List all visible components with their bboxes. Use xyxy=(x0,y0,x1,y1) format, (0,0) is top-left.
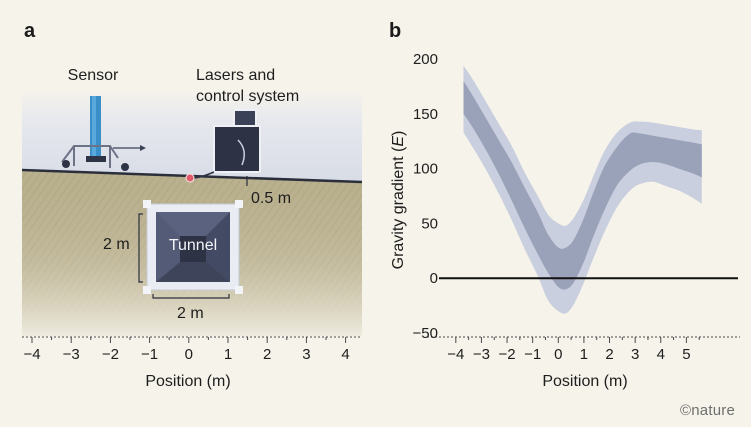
panel-b-y-tick-label: 200 xyxy=(413,51,438,68)
panel-a-tick-marks xyxy=(31,337,347,343)
panel-b-x-tick-label: −2 xyxy=(498,346,515,363)
panel-b-y-tick-label: −50 xyxy=(413,325,438,342)
tunnel-label: Tunnel xyxy=(169,237,217,254)
reference-point-marker xyxy=(185,173,195,183)
panel-a-tick-label: −2 xyxy=(102,346,119,363)
panel-a-tick-label: −1 xyxy=(141,346,158,363)
y-label-end: ) xyxy=(390,131,407,136)
panel-b-x-tick-label: 3 xyxy=(631,346,639,363)
y-label-unit: E xyxy=(390,136,407,147)
panel-b-chart: −4 −3 −2 −1 0 1 2 3 4 5 −50 0 50 100 150 200 Position (… xyxy=(390,51,740,390)
tunnel-corner-bl xyxy=(143,286,151,294)
panel-b-x-tick-label: −1 xyxy=(524,346,541,363)
sensor-label: Sensor xyxy=(68,67,119,84)
panel-b-y-tick-label: 100 xyxy=(413,161,438,178)
nature-credit: ©nature xyxy=(680,402,735,419)
lasers-label-line2: control system xyxy=(196,88,299,105)
panel-b-x-tick-label: 4 xyxy=(657,346,665,363)
tunnel-ceiling-face xyxy=(156,212,230,236)
tunnel-corner-tr xyxy=(235,200,243,208)
tunnel-right-face xyxy=(206,212,230,282)
tunnel-corner-tl xyxy=(143,200,151,208)
panel-b-x-tick-label: 0 xyxy=(554,346,562,363)
panel-b-tick-labels: −4 −3 −2 −1 0 1 2 3 4 5 −50 0 50 100 150 200 xyxy=(413,51,691,363)
height-dimension-bracket xyxy=(138,213,143,283)
outer-uncertainty-band xyxy=(463,65,702,314)
cart-legs xyxy=(73,146,111,168)
panel-b-x-tick-label: 1 xyxy=(580,346,588,363)
laser-top-box xyxy=(233,109,257,127)
width-dimension-bracket xyxy=(152,294,230,299)
depth-label: 0.5 m xyxy=(251,190,291,207)
laser-control-unit xyxy=(191,109,261,179)
panel-a-x-axis-label: Position (m) xyxy=(145,373,230,390)
tunnel-corner-br xyxy=(235,286,243,294)
cart-wheel-left xyxy=(62,160,70,168)
sensor-cart xyxy=(61,96,146,171)
panel-b-x-tick-label: 2 xyxy=(605,346,613,363)
panel-b-y-tick-label: 0 xyxy=(430,270,438,287)
panel-b-x-tick-label: 5 xyxy=(682,346,690,363)
panel-b-x-tick-label: −4 xyxy=(447,346,464,363)
tunnel-left-face xyxy=(156,212,180,282)
tunnel-height-label: 2 m xyxy=(103,236,130,253)
cart-wheel-right xyxy=(121,163,129,171)
panel-a-letter: a xyxy=(24,20,36,42)
tunnel xyxy=(143,200,243,294)
panel-b-letter: b xyxy=(389,20,402,42)
inner-uncertainty-band xyxy=(463,80,702,290)
panel-a-tick-labels: −4 −3 −2 −1 0 1 2 3 4 xyxy=(23,346,349,363)
lasers-label-line1: Lasers and xyxy=(196,67,275,84)
sensor-column-highlight xyxy=(92,96,96,162)
panel-b-ticks xyxy=(455,337,700,343)
cart-base xyxy=(86,156,106,162)
control-cabinet xyxy=(213,125,261,173)
panel-a-tick-label: 4 xyxy=(341,346,349,363)
panel-b-y-axis-label: Gravity gradient (E) xyxy=(390,131,407,270)
panel-a-tick-label: 2 xyxy=(263,346,271,363)
sky-region xyxy=(22,90,362,182)
tunnel-width-label: 2 m xyxy=(177,305,204,322)
motion-arrow-head xyxy=(140,145,146,151)
tunnel-end-wall xyxy=(180,236,206,262)
panel-a-tick-label: 1 xyxy=(224,346,232,363)
cart-frame xyxy=(61,145,119,163)
tunnel-floor-face xyxy=(156,262,230,282)
panel-b-y-tick-label: 150 xyxy=(413,106,438,123)
panel-a-tick-label: 0 xyxy=(185,346,193,363)
y-label-main: Gravity gradient ( xyxy=(390,146,407,269)
panel-b-y-tick-label: 50 xyxy=(421,215,438,232)
panel-a-tick-label: 3 xyxy=(302,346,310,363)
panel-a-tick-label: −4 xyxy=(23,346,40,363)
panel-b-x-axis-label: Position (m) xyxy=(542,373,627,390)
control-cable xyxy=(237,139,245,166)
panel-b-x-tick-label: −3 xyxy=(473,346,490,363)
panel-a-diagram: Sensor Lasers and control system 0.5 m T… xyxy=(21,67,363,390)
panel-a-tick-label: −3 xyxy=(63,346,80,363)
